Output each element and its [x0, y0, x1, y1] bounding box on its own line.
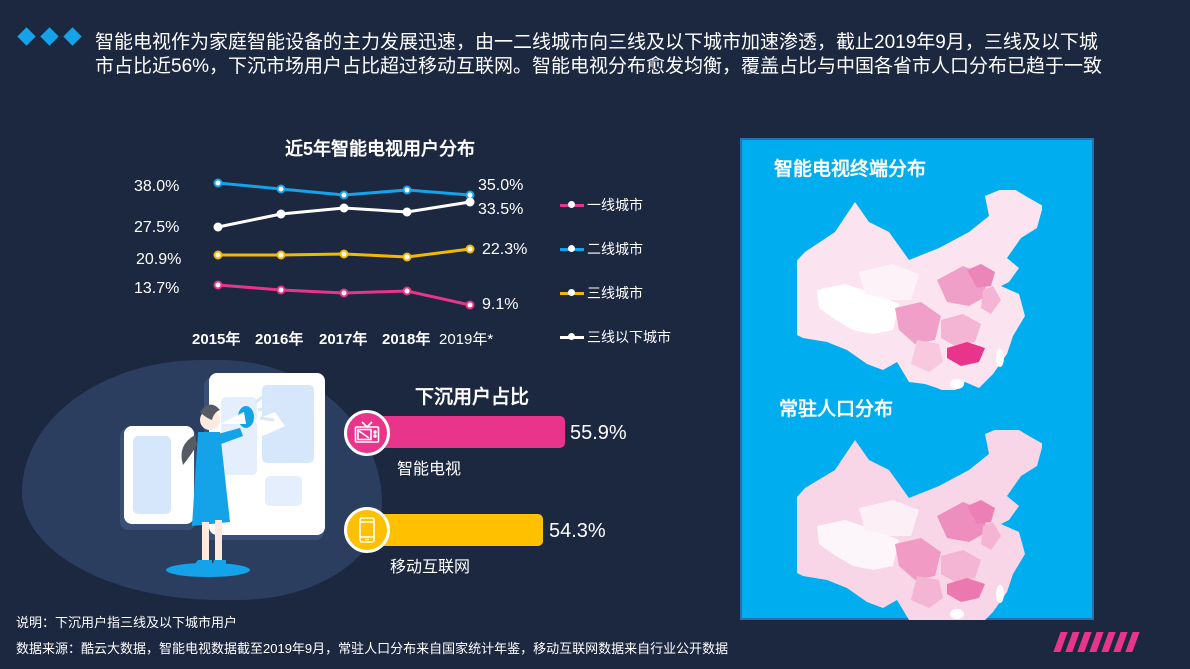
- headline: 智能电视作为家庭智能设备的主力发展迅速，由一二线城市向三线及以下城市加速渗透，截…: [95, 32, 1103, 77]
- illustration-panel: [265, 476, 302, 506]
- bar-chart-title: 下沉用户占比: [415, 387, 530, 408]
- woman-with-megaphone-illustration: [166, 392, 285, 577]
- bar-mobile-internet: [380, 514, 543, 546]
- label-tier2-2019: 35.0%: [478, 177, 524, 194]
- tv-distribution-china-map: [797, 190, 1042, 390]
- series-line-tier3: [218, 247, 471, 259]
- map-panel: 智能电视终端分布 常驻人口分布: [740, 138, 1094, 620]
- tv-icon: [344, 410, 390, 456]
- population-map-title: 常驻人口分布: [779, 399, 894, 420]
- legend-label: 三线城市: [587, 285, 643, 301]
- stripe-icon: [1125, 632, 1140, 652]
- label-below-tier3-2019: 33.5%: [478, 201, 524, 218]
- decorative-diamonds: [17, 27, 82, 46]
- chart-legend: 一线城市 二线城市 三线城市 三线以下城市: [560, 183, 671, 359]
- x-label-2015: 2015年: [192, 331, 241, 348]
- tv-map-title: 智能电视终端分布: [774, 159, 927, 180]
- x-label-2017: 2017年: [319, 331, 368, 348]
- x-label-2018: 2018年: [382, 331, 431, 348]
- label-tier3-2015: 20.9%: [136, 251, 182, 268]
- footnote: 说明：下沉用户指三线及以下城市用户: [16, 615, 238, 630]
- bar-smart-tv: [380, 416, 565, 448]
- legend-item-tier2: 二线城市: [560, 227, 671, 271]
- label-tier2-2015: 38.0%: [134, 178, 180, 195]
- population-distribution-china-map: [797, 430, 1042, 620]
- label-tier1-2019: 9.1%: [482, 296, 519, 313]
- smartphone-icon: [344, 507, 390, 553]
- illustration-card-left: [124, 426, 194, 524]
- label-below-tier3-2015: 27.5%: [134, 219, 180, 236]
- legend-label: 三线以下城市: [587, 329, 671, 345]
- bar-label-mobile-internet: 移动互联网: [390, 559, 471, 576]
- legend-swatch-icon: [560, 288, 584, 296]
- series-line-below-tier3: [217, 200, 471, 229]
- x-label-2016: 2016年: [255, 331, 304, 348]
- bar-value-smart-tv: 55.9%: [570, 422, 627, 444]
- series-line-tier2: [217, 181, 471, 197]
- label-tier3-2019: 22.3%: [482, 241, 528, 258]
- legend-swatch-icon: [560, 332, 584, 340]
- legend-label: 一线城市: [587, 197, 643, 213]
- diamond-icon: [40, 27, 59, 46]
- x-label-2019: 2019年*: [439, 331, 494, 348]
- illustration-card-inner: [133, 436, 171, 514]
- legend-item-tier1: 一线城市: [560, 183, 671, 227]
- legend-label: 二线城市: [587, 241, 643, 257]
- diamond-icon: [63, 27, 82, 46]
- legend-item-tier3: 三线城市: [560, 271, 671, 315]
- line-chart-title: 近5年智能电视用户分布: [285, 139, 476, 159]
- diamond-icon: [17, 27, 36, 46]
- bar-label-smart-tv: 智能电视: [397, 461, 462, 478]
- data-source: 数据来源：酷云大数据，智能电视数据截至2019年9月，常驻人口分布来自国家统计年…: [16, 641, 729, 656]
- decorative-stripes: [1053, 632, 1140, 652]
- legend-swatch-icon: [560, 200, 584, 208]
- series-line-tier1: [217, 283, 471, 307]
- legend-item-below-tier3: 三线以下城市: [560, 315, 671, 359]
- bar-value-mobile-internet: 54.3%: [549, 520, 606, 542]
- legend-swatch-icon: [560, 244, 584, 252]
- label-tier1-2015: 13.7%: [134, 280, 180, 297]
